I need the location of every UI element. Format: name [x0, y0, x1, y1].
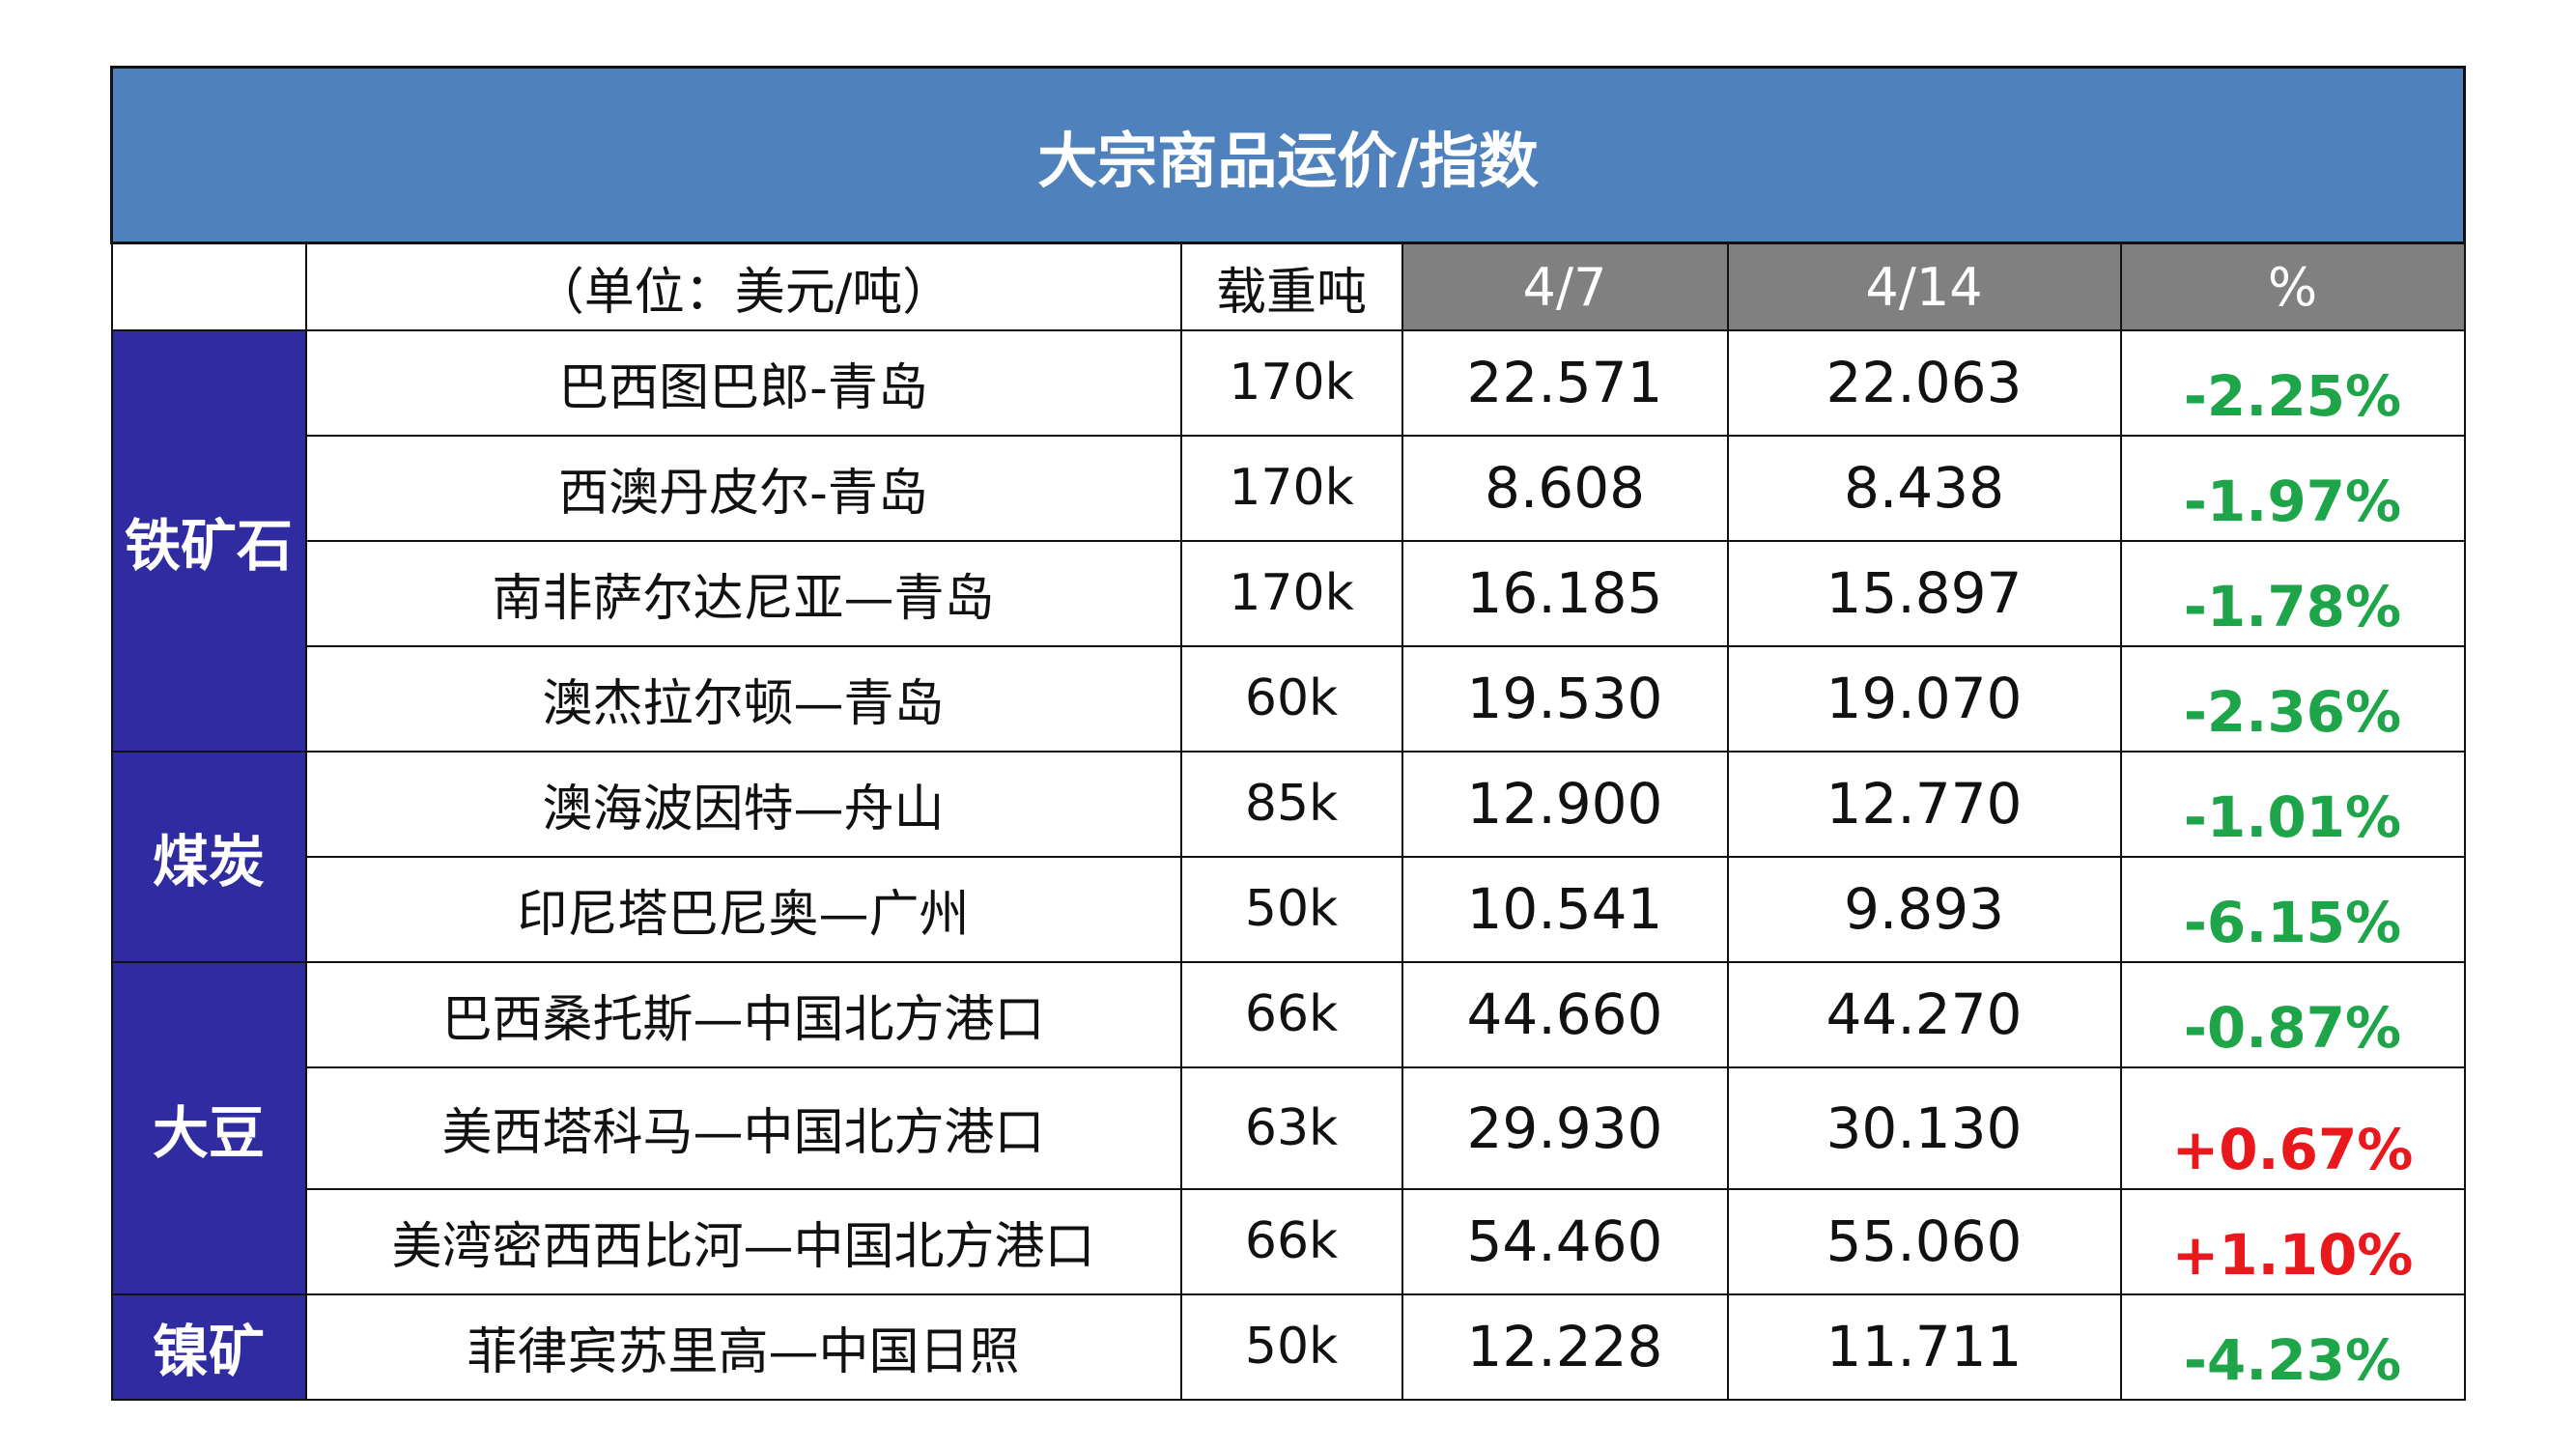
commodity-freight-table-container: 大宗商品运价/指数 （单位：美元/吨） 载重吨 4/7 4/14 % 铁矿石 巴… — [109, 65, 2467, 1402]
percent-change: -1.78% — [2119, 539, 2466, 647]
header-unit: （单位：美元/吨） — [304, 242, 1182, 331]
percent-change: +0.67% — [2119, 1065, 2466, 1190]
percent-change: -2.25% — [2119, 328, 2466, 437]
value-date-2: 12.770 — [1726, 750, 2122, 858]
percent-change: -0.87% — [2119, 960, 2466, 1068]
header-load: 载重吨 — [1179, 242, 1403, 331]
percent-change: -6.15% — [2119, 855, 2466, 963]
value-date-1: 19.530 — [1401, 644, 1729, 753]
route-cell: 巴西图巴郎-青岛 — [304, 328, 1182, 437]
table-row: 西澳丹皮尔-青岛 170k 8.608 8.438 -1.97% — [112, 434, 2466, 542]
header-row: （单位：美元/吨） 载重吨 4/7 4/14 % — [110, 242, 2466, 331]
route-cell: 西澳丹皮尔-青岛 — [304, 434, 1182, 542]
header-percent: % — [2119, 242, 2466, 331]
category-iron-ore: 铁矿石 — [110, 328, 307, 753]
load-cell: 63k — [1179, 1065, 1403, 1190]
value-date-1: 10.541 — [1401, 855, 1729, 963]
table-row: 印尼塔巴尼奥—广州 50k 10.541 9.893 -6.15% — [112, 855, 2466, 963]
route-cell: 印尼塔巴尼奥—广州 — [304, 855, 1182, 963]
route-cell: 美湾密西西比河—中国北方港口 — [304, 1187, 1182, 1295]
category-coal: 煤炭 — [110, 750, 307, 963]
table-row: 镍矿 菲律宾苏里高—中国日照 50k 12.228 11.711 -4.23% — [110, 1293, 2466, 1402]
route-cell: 巴西桑托斯—中国北方港口 — [304, 960, 1182, 1068]
load-cell: 60k — [1179, 644, 1403, 753]
table-row: 大豆 巴西桑托斯—中国北方港口 66k 44.660 44.270 -0.87% — [110, 960, 2466, 1295]
value-date-2: 55.060 — [1726, 1187, 2122, 1295]
value-date-1: 54.460 — [1401, 1187, 1729, 1295]
load-cell: 66k — [1179, 1187, 1403, 1295]
table-row: 美湾密西西比河—中国北方港口 66k 54.460 55.060 +1.10% — [112, 1187, 2466, 1295]
value-date-2: 8.438 — [1726, 434, 2122, 542]
percent-change: -1.97% — [2119, 434, 2466, 542]
load-cell: 66k — [1179, 960, 1403, 1068]
load-cell: 170k — [1179, 328, 1403, 437]
route-cell: 美西塔科马—中国北方港口 — [304, 1065, 1182, 1190]
value-date-2: 9.893 — [1726, 855, 2122, 963]
route-cell: 南非萨尔达尼亚—青岛 — [304, 539, 1182, 647]
value-date-1: 12.900 — [1401, 750, 1729, 858]
route-cell: 澳海波因特—舟山 — [304, 750, 1182, 858]
load-cell: 85k — [1179, 750, 1403, 858]
load-cell: 170k — [1179, 539, 1403, 647]
category-soybean: 大豆 — [110, 960, 307, 1295]
value-date-2: 44.270 — [1726, 960, 2122, 1068]
value-date-2: 19.070 — [1726, 644, 2122, 753]
percent-change: -1.01% — [2119, 750, 2466, 858]
category-nickel-ore: 镍矿 — [110, 1293, 307, 1402]
value-date-2: 30.130 — [1726, 1065, 2122, 1190]
table-row: 南非萨尔达尼亚—青岛 170k 16.185 15.897 -1.78% — [112, 539, 2466, 647]
route-cell: 澳杰拉尔顿—青岛 — [304, 644, 1182, 753]
percent-change: +1.10% — [2119, 1187, 2466, 1295]
table-row: 美西塔科马—中国北方港口 63k 29.930 30.130 +0.67% — [112, 1065, 2466, 1190]
table-row: 煤炭 澳海波因特—舟山 85k 12.900 12.770 -1.01% — [110, 750, 2466, 963]
route-cell: 菲律宾苏里高—中国日照 — [304, 1293, 1182, 1402]
header-date-1: 4/7 — [1401, 242, 1729, 331]
commodity-freight-table: 大宗商品运价/指数 （单位：美元/吨） 载重吨 4/7 4/14 % 铁矿石 巴… — [109, 65, 2467, 1402]
value-date-1: 22.571 — [1401, 328, 1729, 437]
table-title: 大宗商品运价/指数 — [109, 65, 2467, 245]
table-row: 澳杰拉尔顿—青岛 60k 19.530 19.070 -2.36% — [112, 644, 2466, 753]
value-date-1: 29.930 — [1401, 1065, 1729, 1190]
value-date-2: 22.063 — [1726, 328, 2122, 437]
value-date-2: 11.711 — [1726, 1293, 2122, 1402]
header-date-2: 4/14 — [1726, 242, 2122, 331]
load-cell: 50k — [1179, 855, 1403, 963]
load-cell: 50k — [1179, 1293, 1403, 1402]
header-blank-cell — [110, 242, 307, 331]
percent-change: -4.23% — [2119, 1293, 2466, 1402]
value-date-1: 8.608 — [1401, 434, 1729, 542]
percent-change: -2.36% — [2119, 644, 2466, 753]
value-date-2: 15.897 — [1726, 539, 2122, 647]
value-date-1: 44.660 — [1401, 960, 1729, 1068]
value-date-1: 16.185 — [1401, 539, 1729, 647]
table-row: 铁矿石 巴西图巴郎-青岛 170k 22.571 22.063 -2.25% — [110, 328, 2466, 753]
load-cell: 170k — [1179, 434, 1403, 542]
value-date-1: 12.228 — [1401, 1293, 1729, 1402]
